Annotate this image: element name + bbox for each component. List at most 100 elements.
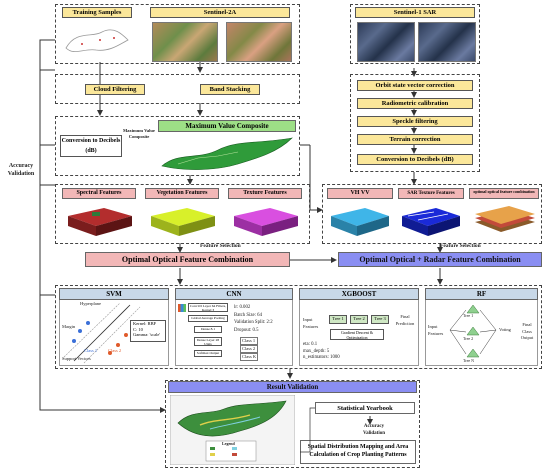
legend-label: Legend (222, 441, 235, 446)
svm-diagram (63, 302, 141, 364)
feature-selection-label-radar: Feature Selection (440, 243, 481, 249)
sentinel2-image-2 (226, 22, 292, 62)
xgb-tree-1: Tree 1 (329, 315, 347, 324)
statistical-yearbook-box: Statistical Yearbook (315, 402, 415, 414)
xgb-gd-box: Gradient Descent & Optimization (330, 329, 384, 340)
rf-header: RF (425, 288, 538, 300)
vegetation-cube-icon (151, 208, 215, 236)
svm-support-label: Support Vectors (62, 356, 91, 361)
cnn-input-icon (178, 304, 186, 312)
sar-preprocess-group (350, 74, 480, 172)
rf-tree-1: Tree 1 (463, 313, 474, 318)
cnn-class-1: Class 1 (240, 337, 259, 345)
cnn-layer-conv: Conv1D Layer 64 Filters, Kernel 3 (188, 303, 228, 312)
sentinel1-image-2 (418, 22, 476, 62)
svm-param-gamma: Gamma: 'scale' (133, 332, 161, 337)
optimal-optical-header: optimal optical feature combination (469, 188, 539, 199)
models-group (55, 285, 542, 369)
sar-step-terrain: Terrain correction (357, 134, 473, 145)
texture-cube-icon (234, 208, 298, 236)
conversion-db-box: Conversion to Decibels (dB) (60, 135, 122, 157)
xgb-params: eta: 0.1 max_depth: 5 n_estimators: 1000 (303, 342, 340, 362)
mvc-header: Maximum Value Composite (158, 120, 296, 132)
accuracy-validation-label: Accuracy Validation (2, 162, 40, 178)
band-stacking-box: Band Stacking (200, 84, 260, 95)
xgb-param-depth: max_depth: 5 (303, 348, 330, 354)
sar-input-group (350, 4, 480, 64)
cnn-classes: Class 1 Class 2 Class K (240, 337, 259, 361)
sar-step-calibration: Radiometric calibration (357, 98, 473, 109)
rf-trees-icon (449, 304, 497, 358)
training-map-icon (65, 29, 129, 53)
xgb-input-label: Input Features (303, 317, 319, 329)
radar-features-group (322, 184, 542, 244)
svm-class1-label: Class 1 (84, 348, 98, 353)
accuracy-label-line2: Validation (7, 171, 35, 177)
svm-margin-label: Margin (62, 324, 76, 329)
sentinel2-header: Sentinel-2A (150, 7, 290, 18)
vegetation-features-header: Vegetation Features (145, 188, 219, 199)
sar-step-db: Conversion to Decibels (dB) (357, 154, 473, 165)
result-accuracy-label: Accuracy Validation (354, 424, 394, 437)
result-bracket (300, 407, 315, 453)
svm-params-box: Kernel: RBF C: 10 Gamma: 'scale' (130, 320, 166, 342)
sar-step-speckle: Speckle filtering (357, 116, 473, 127)
optical-features-group (55, 184, 310, 244)
cnn-param-batch: Batch Size: 64 (234, 312, 262, 318)
cnn-param-dropout: Dropout: 0.5 (234, 327, 259, 333)
sar-texture-cube-icon (402, 208, 460, 236)
rf-tree-n: Tree N (463, 358, 475, 363)
mvc-side-label: Maximum Value Composite (123, 128, 155, 139)
svm-param-c: C: 10 (133, 326, 143, 332)
sentinel2-image-1 (152, 22, 218, 62)
vh-vv-header: VH VV (327, 188, 393, 199)
cnn-layer-pool: Global Average Pooling (188, 315, 228, 322)
sar-texture-header: SAR Texture Features (398, 188, 464, 199)
cnn-layer-dense1: Dense 8.1 (194, 326, 222, 333)
cloud-filtering-box: Cloud Filtering (85, 84, 145, 95)
sentinel1-image-1 (357, 22, 415, 62)
xgb-tree-2: Tree 2 (350, 315, 368, 324)
cnn-param-lr: lr: 0.002 (234, 305, 251, 310)
cnn-params: lr: 0.002 Batch Size: 64 Validation Spli… (234, 304, 273, 334)
result-validation-header: Result Validation (168, 381, 417, 393)
cnn-class-2: Class 2 (240, 345, 259, 353)
result-group (165, 380, 420, 468)
xgb-param-eta: eta: 0.1 (303, 342, 318, 347)
spatial-mapping-box: Spatial Distribution Mapping and Area Ca… (300, 440, 416, 464)
rf-voting-label: Voting (499, 327, 511, 332)
accuracy-label-line1: Accuracy (8, 163, 34, 169)
cnn-header: CNN (175, 288, 293, 300)
feature-selection-label-optical: Feature Selection (200, 243, 241, 249)
svm-class2-label: Class 2 (108, 348, 122, 353)
optimal-optical-radar-combo: Optimal Optical + Radar Feature Combinat… (338, 252, 542, 267)
xgb-header: XGBOOST (299, 288, 419, 300)
result-accuracy-line1: Accuracy (363, 424, 385, 429)
cnn-class-k: Class K (240, 353, 259, 361)
sar-step-orbit: Orbit state vector correction (357, 80, 473, 91)
mvc-group (55, 116, 300, 176)
xgb-final-label: Final Prediction (395, 314, 415, 326)
mvc-map-icon (161, 137, 293, 170)
rf-final-label: Final Class Output (520, 322, 534, 340)
spectral-features-header: Spectral Features (62, 188, 136, 199)
xgb-tree-3: Tree 3 (371, 315, 389, 324)
cnn-param-split: Validation Split: 2:2 (234, 320, 273, 325)
optimal-optical-combo: Optimal Optical Feature Combination (85, 252, 290, 267)
cnn-layer-dense2: Dense Layer 28 Units (194, 337, 222, 346)
optical-preprocess-group (55, 74, 300, 104)
texture-features-header: Texture Features (228, 188, 302, 199)
cnn-layer-softmax: Softmax Output (194, 350, 222, 357)
spectral-cube-icon (68, 208, 132, 236)
result-map-image (170, 395, 295, 465)
optical-input-group (55, 4, 300, 64)
rf-tree-2: Tree 2 (463, 336, 474, 341)
result-accuracy-line2: Validation (362, 430, 386, 436)
training-samples-header: Training Samples (62, 7, 132, 18)
xgb-param-estimators: n_estimators: 1000 (303, 355, 340, 360)
svm-param-kernel: Kernel: RBF (133, 321, 157, 326)
vhvv-cube-icon (331, 208, 389, 236)
rf-input-label: Input Features (428, 324, 444, 336)
svm-hyperplane-label: Hyperplane (80, 301, 101, 306)
